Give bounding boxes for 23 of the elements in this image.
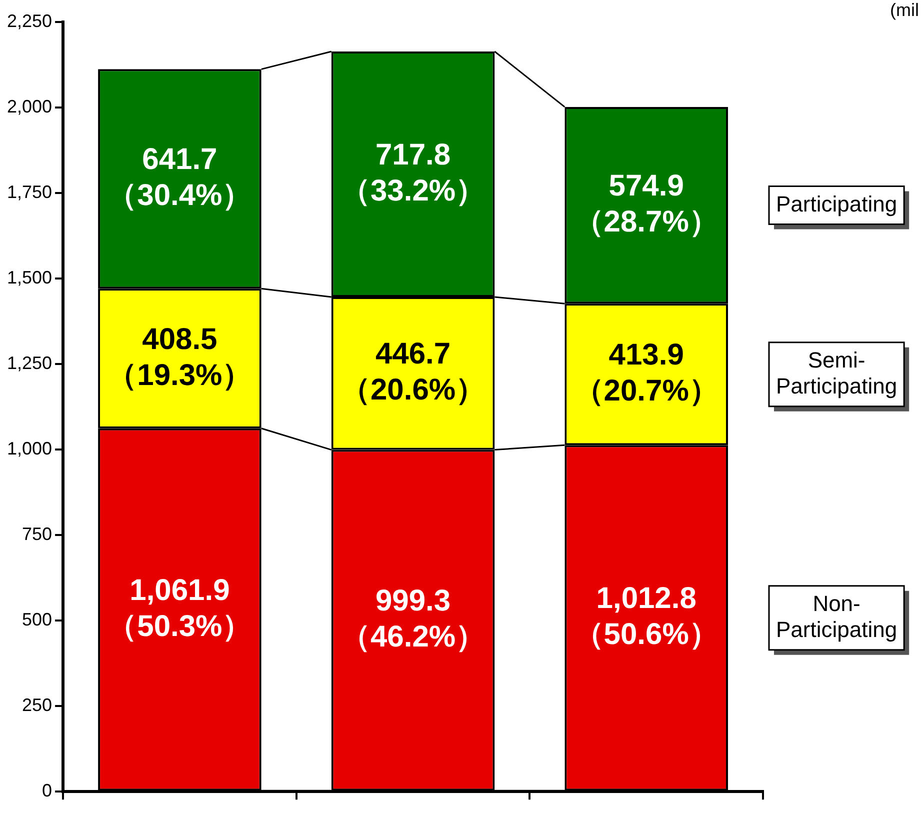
data-label: 641.7 （30.4%） (107, 143, 252, 212)
data-label: 446.7 （20.6%） (340, 338, 486, 407)
y-tick-label: 0 (42, 780, 52, 801)
y-tick-label: 500 (22, 610, 52, 630)
text: (mil (890, 0, 919, 21)
data-label: 1,012.8 （50.6%） (574, 582, 719, 652)
y-tick-label: 1,750 (6, 182, 52, 202)
data-label: 413.9 （20.7%） (574, 338, 719, 408)
y-tick-label: 1,000 (6, 438, 52, 459)
data-label: 717.8 （33.2%） (340, 138, 486, 208)
data-label: 408.5 （19.3%） (107, 322, 252, 392)
data-label: 574.9 （28.7%） (574, 170, 719, 239)
data-label: 999.3 （46.2%） (340, 584, 486, 654)
text: Semi-Participating (776, 347, 898, 398)
y-tick-label: 1,250 (6, 353, 52, 374)
text: Participating (776, 191, 898, 216)
y-tick-label: 2,000 (6, 96, 52, 116)
data-label: 1,061.9 （50.3%） (107, 574, 252, 643)
y-tick-label: 1,500 (6, 268, 52, 288)
y-tick-label: 250 (22, 695, 52, 716)
y-tick-label: 750 (22, 524, 52, 544)
text: Non-Participating (776, 590, 898, 642)
y-tick-label: 2,250 (6, 10, 52, 31)
